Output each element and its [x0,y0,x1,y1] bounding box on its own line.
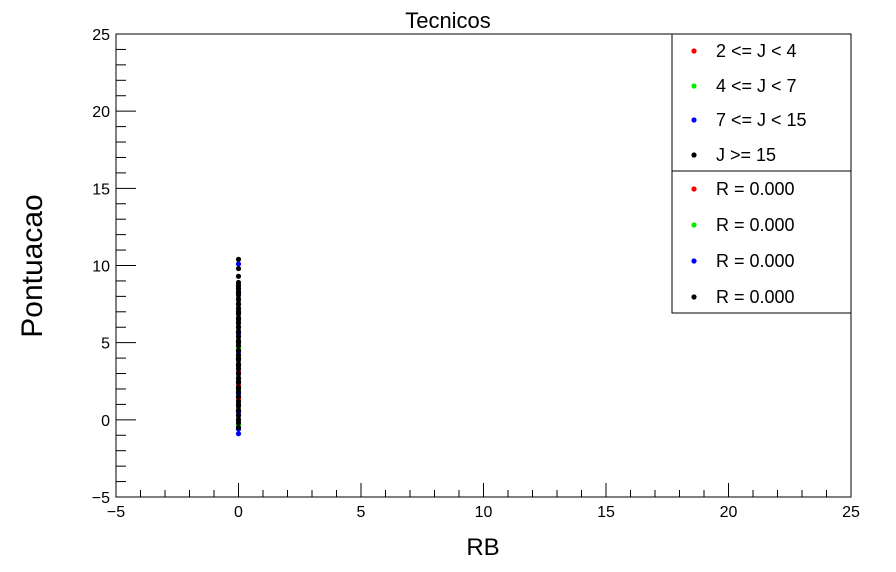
data-point [235,370,242,377]
data-point [235,309,242,315]
legend-marker [691,152,697,158]
data-point [235,329,242,335]
y-tick-label: 15 [92,181,110,198]
x-tick-label: 25 [842,504,860,521]
data-point [235,363,242,369]
data-point [235,296,242,303]
x-tick-label: 20 [720,504,738,521]
data-point [235,340,242,346]
data-points [235,256,242,437]
legend-marker [691,258,697,264]
legend-entry-label: 2 <= J < 4 [716,41,797,61]
legend-entry-label: J >= 15 [716,145,776,165]
legend-correlation-label: R = 0.000 [716,179,795,199]
y-tick-label: 25 [92,27,110,44]
legend-marker [691,117,697,123]
data-point [235,431,242,437]
data-point [235,417,242,423]
legend-marker [691,294,697,300]
y-tick-label: 5 [101,336,110,353]
x-tick-label: 5 [357,504,366,521]
y-tick-label: 0 [101,413,110,430]
plot-axes: −5 0 5 10 15 20 25 −5 0 5 10 15 20 25 [92,27,860,521]
data-point [235,333,242,340]
legend-marker [691,83,697,89]
data-point [235,412,242,418]
chart-title: Tecnicos [405,8,491,33]
y-tick-label: −5 [92,490,110,507]
legend: 2 <= J < 4 R = 0.000 4 <= J < 7 R = 0.000 7 … [671,33,852,314]
data-point [235,378,242,384]
data-point [235,265,242,272]
data-point [235,273,242,279]
legend-box [671,33,852,314]
data-point [235,279,242,286]
data-point [235,355,242,361]
data-point [235,256,242,262]
data-point [235,401,242,407]
x-tick-label: 10 [475,504,493,521]
x-tick-label: −5 [107,504,125,521]
data-point [235,261,242,267]
data-point [235,407,242,414]
x-tick-label: 0 [234,504,243,521]
x-tick-label: 15 [597,504,615,521]
data-point [235,324,242,330]
x-axis-title: RB [466,534,499,561]
y-axis-title: Pontuacao [16,194,49,337]
data-point [235,347,242,353]
legend-entry-label: 7 <= J < 15 [716,110,807,130]
data-point [235,301,242,307]
data-point [235,386,242,392]
legend-marker [691,186,697,192]
data-point [235,394,242,400]
legend-correlation-label: R = 0.000 [716,215,795,235]
legend-marker [691,48,697,54]
legend-correlation-label: R = 0.000 [716,287,795,307]
legend-entry-label: 4 <= J < 7 [716,76,797,96]
data-point [235,316,242,323]
y-tick-label: 20 [92,104,110,121]
data-point [235,424,242,431]
y-tick-label: 10 [92,259,110,276]
legend-marker [691,222,697,228]
legend-correlation-label: R = 0.000 [716,251,795,271]
